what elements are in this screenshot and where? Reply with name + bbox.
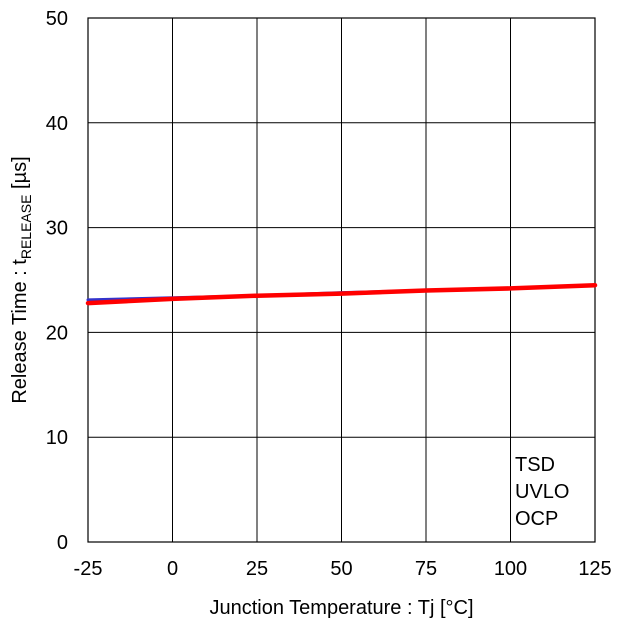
y-axis-label: Release Time : tRELEASE [µs] <box>9 156 34 403</box>
y-tick-label: 40 <box>46 113 68 135</box>
series-line-2 <box>85 282 598 306</box>
series-layer <box>85 282 598 306</box>
y-axis-label-main: Release Time : t <box>9 259 31 404</box>
legend-entry: UVLO <box>515 481 569 503</box>
x-tick-label: 0 <box>167 558 178 580</box>
x-tick-label: 100 <box>494 558 527 580</box>
x-axis-label: Junction Temperature : Tj [°C] <box>209 597 473 619</box>
x-tick-label: -25 <box>74 558 103 580</box>
y-tick-labels: 0 10 20 30 40 50 <box>46 8 68 554</box>
y-axis-label-unit: [µs] <box>9 156 31 194</box>
legend: TSD UVLO OCP <box>515 454 569 530</box>
legend-entry: TSD <box>515 454 555 476</box>
y-tick-label: 30 <box>46 218 68 240</box>
y-tick-label: 10 <box>46 427 68 449</box>
x-tick-label: 50 <box>330 558 352 580</box>
x-tick-labels: -25 0 25 50 75 100 125 <box>74 558 612 580</box>
legend-entry: OCP <box>515 508 558 530</box>
y-tick-label: 20 <box>46 322 68 344</box>
y-tick-label: 0 <box>57 532 68 554</box>
y-axis-label-subscript: RELEASE <box>18 195 34 260</box>
x-tick-label: 25 <box>246 558 268 580</box>
plot-frame <box>87 17 596 543</box>
y-tick-label: 50 <box>46 8 68 30</box>
x-tick-label: 75 <box>415 558 437 580</box>
x-tick-label: 125 <box>578 558 611 580</box>
